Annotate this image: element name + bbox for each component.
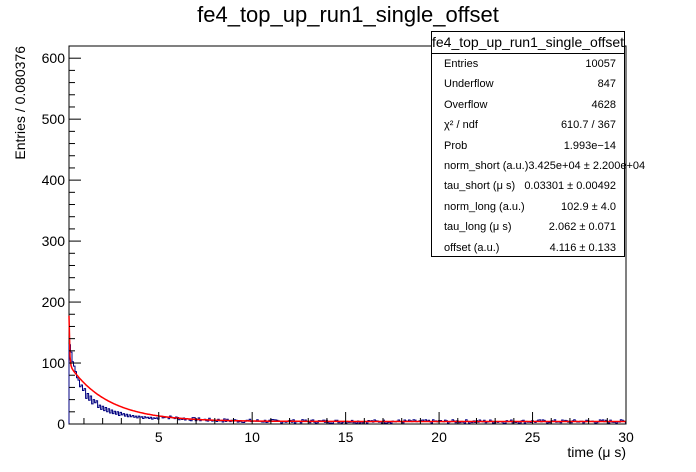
x-tick-label: 25 — [525, 429, 541, 445]
stats-value: 102.9 ± 4.0 — [561, 200, 616, 213]
stats-value: 847 — [597, 78, 616, 91]
y-tick-label: 100 — [42, 355, 66, 371]
x-axis-title: time (μ s) — [567, 444, 626, 460]
stats-label: tau_short (μ s) — [444, 180, 516, 193]
stats-label: offset (a.u.) — [444, 241, 500, 254]
stats-row: norm_long (a.u.) 102.9 ± 4.0 — [432, 197, 624, 217]
stats-box: fe4_top_up_run1_single_offset Entries 100… — [431, 31, 645, 258]
stats-row: χ² / ndf 610.7 / 367 — [432, 115, 624, 135]
histogram-bars — [68, 344, 627, 425]
y-tick-label: 500 — [42, 111, 66, 127]
stats-row: Entries 10057 — [432, 54, 624, 74]
stats-row: Underflow 847 — [432, 74, 624, 94]
x-tick-label: 10 — [244, 429, 260, 445]
stats-value: 1.993e−14 — [563, 139, 616, 152]
stats-value: 610.7 / 367 — [560, 119, 616, 132]
stats-row: tau_short (μ s) 0.03301 ± 0.00492 — [432, 176, 624, 196]
stats-label: Overflow — [444, 98, 488, 111]
x-tick-label: 20 — [431, 429, 447, 445]
stats-value: 4.116 ± 0.133 — [549, 241, 616, 254]
stats-row: tau_long (μ s) 2.062 ± 0.071 — [432, 217, 624, 237]
stats-label: norm_long (a.u.) — [444, 200, 525, 213]
stats-value: 0.03301 ± 0.00492 — [524, 180, 616, 193]
stats-label: χ² / ndf — [444, 119, 478, 132]
stats-label: Entries — [444, 58, 479, 70]
stats-value: 3.425e+04 ± 2.200e+04 — [528, 159, 646, 172]
y-axis-title: Entries / 0.080376 — [12, 46, 28, 160]
stats-label: Prob — [444, 139, 468, 152]
x-tick-label: 15 — [338, 429, 354, 445]
stats-value: 4628 — [591, 98, 616, 111]
stats-value: 10057 — [585, 58, 616, 70]
stats-value: 2.062 ± 0.071 — [548, 221, 616, 234]
y-tick-label: 600 — [42, 50, 66, 66]
stats-row: offset (a.u.) 4.116 ± 0.133 — [432, 238, 624, 258]
stats-row: Prob 1.993e−14 — [432, 136, 624, 156]
y-tick-label: 200 — [42, 294, 66, 310]
stats-row: norm_short (a.u.) 3.425e+04 ± 2.200e+04 — [432, 156, 645, 176]
stats-label: Underflow — [444, 78, 494, 91]
x-tick-label: 5 — [155, 429, 163, 445]
stats-box-title: fe4_top_up_run1_single_offset — [432, 32, 624, 54]
fit-curve — [68, 315, 626, 423]
y-tick-label: 300 — [42, 233, 66, 249]
x-tick-label: 30 — [618, 429, 634, 445]
plot-frame — [68, 45, 627, 425]
chart-title: fe4_top_up_run1_single_offset — [197, 2, 499, 27]
y-tick-label: 0 — [57, 416, 65, 432]
stats-label: tau_long (μ s) — [444, 221, 512, 234]
y-tick-label: 400 — [42, 172, 66, 188]
stats-label: norm_short (a.u.) — [444, 159, 529, 172]
stats-row: Overflow 4628 — [432, 95, 624, 115]
